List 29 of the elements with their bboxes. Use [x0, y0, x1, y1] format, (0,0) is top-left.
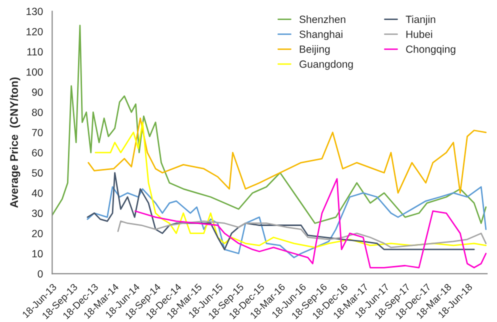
y-axis-title: Average Price (CNY/ton)	[10, 77, 20, 208]
y-tick-label: 40	[32, 189, 43, 197]
legend-label: Beijing	[300, 45, 330, 55]
y-tick-label: 50	[32, 169, 43, 177]
line-series	[52, 24, 487, 224]
y-tick-label: 130	[26, 8, 43, 16]
y-tick-label: 110	[27, 48, 43, 56]
y-tick-label: 30	[32, 210, 43, 218]
line-series	[88, 118, 487, 194]
line-series	[134, 178, 487, 268]
line-series	[117, 220, 487, 248]
y-tick-label: 90	[32, 88, 43, 96]
line-series	[94, 122, 487, 248]
y-tick-label: 0	[38, 270, 43, 278]
legend-label: Guangdong	[300, 60, 353, 70]
legend-label: Tianjin	[406, 15, 436, 26]
y-tick-label: 20	[32, 230, 43, 238]
y-tick-label: 120	[26, 28, 43, 36]
y-tick-label: 60	[32, 149, 43, 156]
legend-label: Shenzhen	[300, 15, 346, 24]
y-tick-label: 70	[32, 128, 43, 136]
legend-label: Hubei	[406, 30, 432, 38]
y-tick-label: 10	[32, 250, 43, 258]
line-series	[86, 186, 487, 258]
y-tick-label: 100	[26, 68, 43, 76]
line-series	[86, 172, 475, 250]
y-tick-label: 80	[32, 108, 43, 116]
legend-label: Chongqing	[406, 45, 456, 55]
legend-label: Shanghai	[300, 30, 342, 40]
